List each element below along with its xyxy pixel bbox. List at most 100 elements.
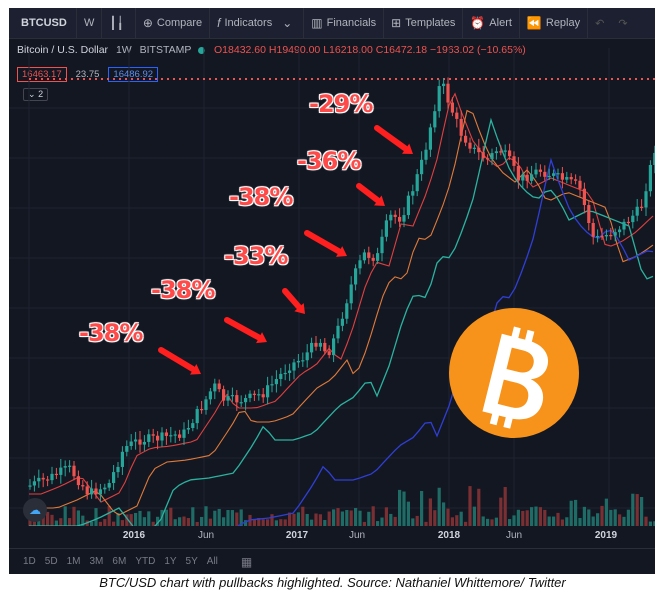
volume-bar-46 (230, 510, 234, 526)
volume-bar-12 (81, 515, 85, 526)
volume-bar-96 (450, 517, 454, 526)
volume-bar-112 (521, 510, 525, 526)
replay-button[interactable]: ⏪ Replay (520, 8, 589, 38)
pullback-arrow-head-3 (336, 246, 347, 257)
candle-body-142 (653, 152, 655, 166)
volume-bar-97 (455, 515, 459, 526)
range-button-5d[interactable]: 5D (44, 556, 58, 567)
candle-body-71 (340, 318, 344, 326)
volume-bar-85 (402, 491, 406, 526)
volume-bar-39 (200, 516, 204, 526)
candle-body-79 (376, 253, 380, 261)
candle-body-131 (604, 235, 608, 237)
range-button-3m[interactable]: 3M (89, 556, 104, 567)
volume-bar-74 (354, 508, 358, 526)
candle-body-65 (314, 342, 318, 347)
indicator-count: 2 (38, 89, 44, 99)
time-axis: 2016 Jun 2017 Jun 2018 Jun 2019 (9, 526, 655, 546)
candle-body-106 (494, 151, 498, 154)
volume-bar-127 (587, 509, 591, 526)
range-button-1d[interactable]: 1D (23, 556, 36, 567)
volume-bar-102 (477, 488, 481, 526)
candle-body-123 (569, 177, 573, 180)
candle-body-33 (173, 434, 177, 436)
candle-body-12 (81, 485, 85, 487)
candle-body-25 (138, 439, 142, 445)
candle-body-6 (54, 473, 58, 476)
candle-body-87 (411, 191, 415, 196)
calendar-icon[interactable]: ▦ (240, 554, 253, 569)
chart-window: BTCUSD W ┃╽ ⊕ Compare f Indicators ⌄ ▥ Finan… (9, 8, 655, 574)
price-chart[interactable] (9, 8, 655, 526)
bitcoin-glyph-bar-2 (524, 329, 535, 344)
volume-bar-44 (222, 517, 226, 526)
x-tick-label: Jun (505, 530, 523, 541)
volume-bar-73 (349, 510, 353, 526)
candle-body-2 (37, 477, 41, 482)
candle-body-139 (640, 206, 644, 208)
volume-bar-140 (644, 516, 648, 526)
financials-label: Financials (326, 17, 377, 29)
candle-body-37 (191, 423, 195, 429)
candle-body-8 (63, 466, 67, 468)
candle-body-114 (530, 174, 534, 181)
indicators-button[interactable]: f Indicators ⌄ (210, 8, 305, 38)
range-button-1m[interactable]: 1M (66, 556, 81, 567)
volume-bar-27 (147, 511, 151, 526)
candle-body-68 (327, 351, 331, 356)
volume-bar-32 (169, 507, 173, 526)
range-button-5y[interactable]: 5Y (185, 556, 198, 567)
undo-button[interactable]: ↶ (588, 8, 611, 38)
instrument-name: Bitcoin / U.S. Dollar (17, 44, 109, 56)
volume-bar-128 (591, 516, 595, 526)
range-button-1y[interactable]: 1Y (164, 556, 177, 567)
collapse-legend-button[interactable]: ⌄ 2 (23, 88, 49, 101)
candle-body-61 (296, 360, 300, 363)
volume-bar-91 (428, 498, 432, 526)
templates-button[interactable]: ⊞ Templates (384, 8, 464, 38)
range-button-ytd[interactable]: YTD (135, 556, 156, 567)
volume-bar-35 (182, 516, 186, 526)
volume-bar-103 (481, 516, 485, 526)
pullback-arrow-head-0 (190, 364, 201, 375)
redo-button[interactable]: ↷ (611, 8, 634, 38)
candle-body-38 (195, 409, 199, 424)
volume-bar-37 (191, 507, 195, 526)
alert-button[interactable]: ⏰ Alert (463, 8, 520, 38)
volume-bar-66 (318, 514, 322, 526)
chevron-down-icon: ⌄ (282, 16, 293, 30)
volume-bar-115 (534, 506, 538, 526)
tradingview-logo[interactable]: ☁ (23, 498, 47, 522)
bitcoin-glyph (482, 333, 549, 420)
interval-button[interactable]: W (77, 8, 103, 38)
candle-body-95 (446, 83, 450, 103)
volume-bar-33 (173, 519, 177, 526)
volume-bar-104 (486, 518, 490, 526)
candle-body-98 (459, 118, 463, 136)
compare-label: Compare (156, 17, 203, 29)
chart-type-button[interactable]: ┃╽ (102, 8, 136, 38)
candle-body-59 (288, 370, 292, 373)
volume-bar-136 (626, 509, 630, 526)
compare-button[interactable]: ⊕ Compare (136, 8, 211, 38)
volume-bar-62 (301, 506, 305, 526)
range-button-6m[interactable]: 6M (112, 556, 127, 567)
volume-bar-130 (600, 505, 604, 526)
spread-value: 23.75 (75, 69, 100, 80)
buy-price-button[interactable]: 16486.92 (108, 67, 159, 82)
range-button-all[interactable]: All (206, 556, 218, 567)
candle-body-1 (32, 481, 36, 486)
x-tick-label: 2017 (285, 530, 309, 541)
candle-body-35 (182, 429, 186, 438)
candle-body-74 (354, 268, 358, 285)
pullback-label: -38% (151, 276, 215, 304)
volume-bar-15 (94, 508, 98, 526)
candle-body-31 (164, 432, 168, 436)
pullback-arrow-shaft-5 (374, 125, 408, 152)
candle-body-21 (120, 451, 124, 467)
x-tick-label: Jun (348, 530, 366, 541)
symbol-search[interactable]: BTCUSD (9, 8, 77, 38)
sell-price-button[interactable]: 16463.17 (17, 67, 67, 82)
financials-button[interactable]: ▥ Financials (304, 8, 385, 38)
volume-bar-129 (596, 513, 600, 526)
